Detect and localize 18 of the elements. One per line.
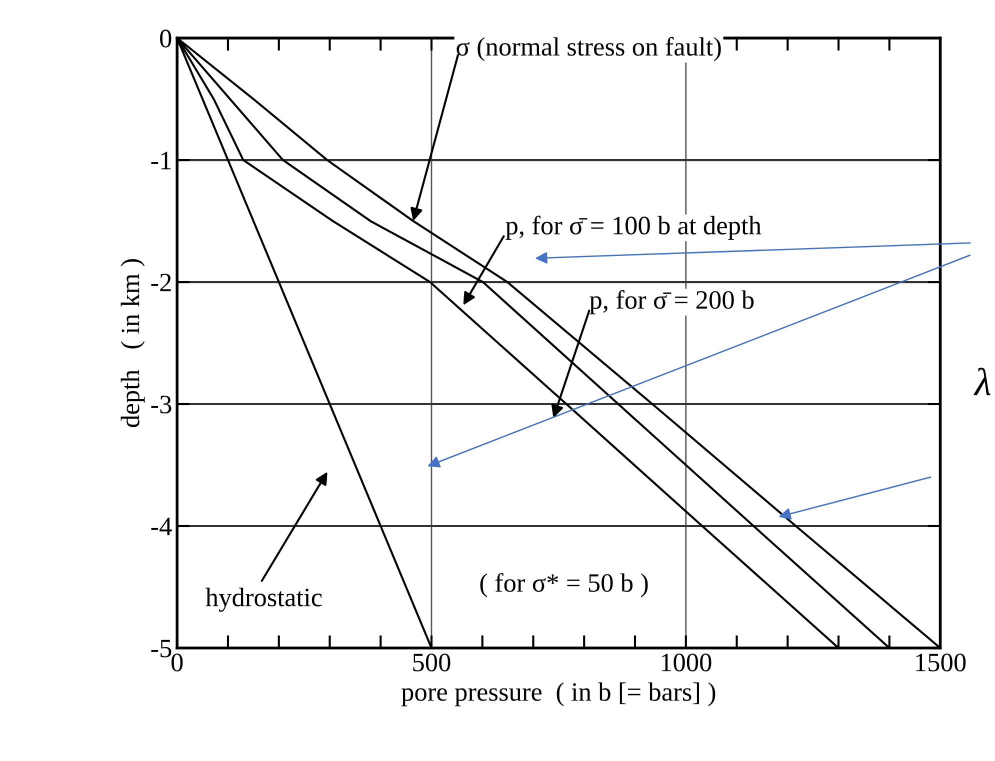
- x-tick-label: 1500: [916, 654, 966, 672]
- y-tick-label: 0: [160, 30, 172, 48]
- y-tick-label: -1: [151, 152, 171, 170]
- y-tick-label: -4: [151, 518, 172, 536]
- annotation: p, for σ̄ = 100 b at depth: [506, 216, 762, 240]
- x-tick-label: 500: [413, 654, 450, 672]
- x-axis-title: pore pressure ( in b [= bars] ): [401, 682, 716, 706]
- x-tick-label: 1000: [662, 654, 712, 672]
- text: λ: [974, 368, 990, 396]
- x-tick-label: 0: [172, 654, 183, 672]
- y-tick-label: -5: [151, 640, 172, 658]
- annotation: σ (normal stress on fault): [456, 36, 721, 62]
- annotation: p, for σ̄ = 200 b: [590, 290, 754, 314]
- y-tick-label: -3: [151, 396, 172, 414]
- annotation: ( for σ* = 50 b ): [480, 573, 648, 598]
- annotation: hydrostatic: [206, 588, 322, 612]
- y-axis-title: depth ( in km ): [120, 259, 145, 428]
- y-tick-label: -2: [151, 274, 171, 292]
